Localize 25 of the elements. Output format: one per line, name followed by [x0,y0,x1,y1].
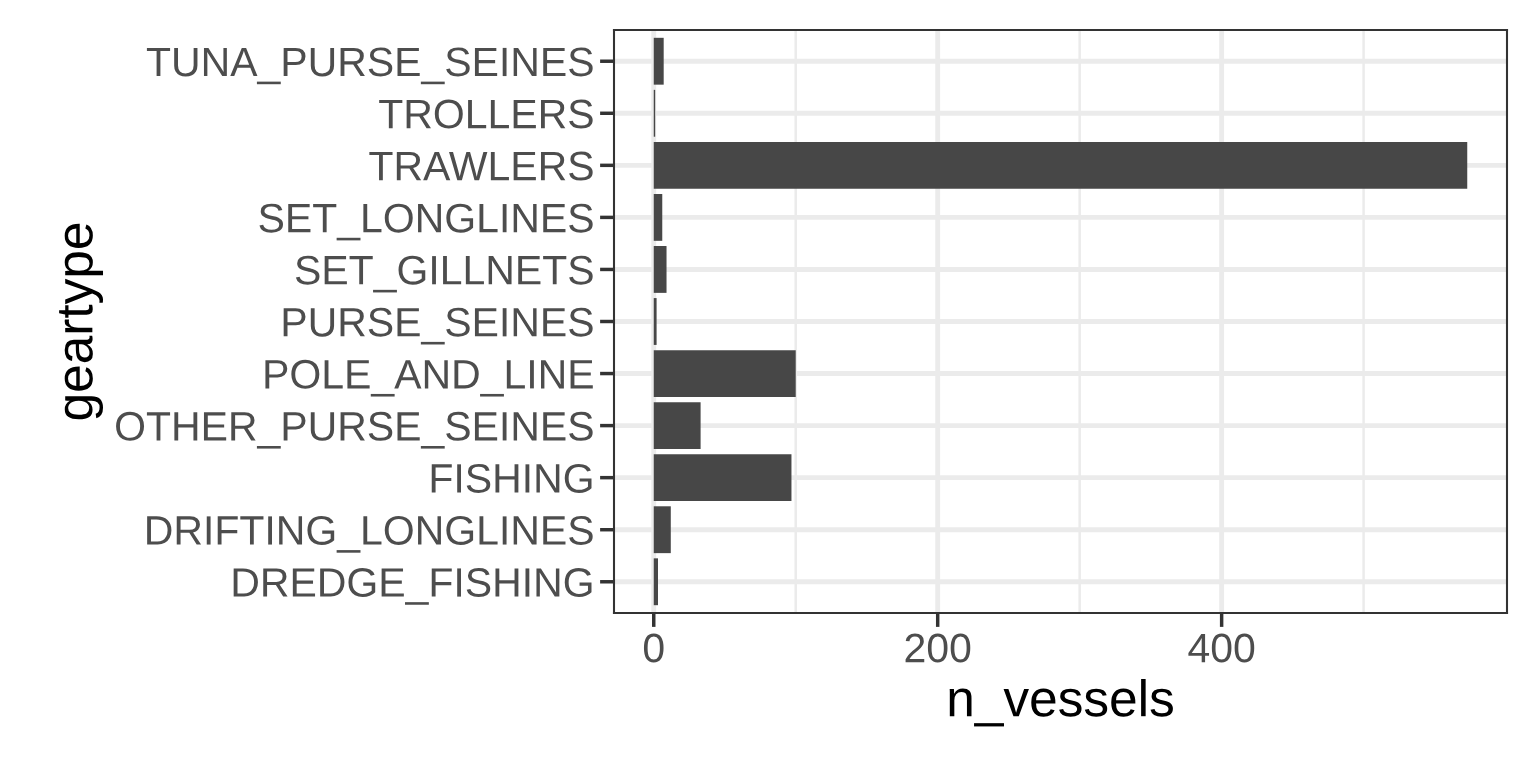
bar [653,506,671,554]
bar [653,350,796,397]
y-tick-label: DREDGE_FISHING [233,568,592,605]
y-tick-label: TUNA_PURSE_SEINES [146,47,593,85]
y-tick-label: TRAWLERS [369,151,593,181]
y-tick-label: FISHING [431,463,592,493]
bar [653,298,657,345]
y-tick-label: TROLLERS [379,99,593,129]
bar [653,402,701,450]
y-tick-label: SET_GILLNETS [295,255,593,293]
bar [653,37,664,85]
y-tick-label: POLE_AND_LINE [265,359,593,397]
bar [653,558,659,606]
x-tick-label: 200 [905,633,971,663]
x-axis-title: n_vessels [949,678,1173,727]
bar [653,246,667,293]
y-tick-label: DRIFTING_LONGLINES [147,515,593,553]
y-tick-label: OTHER_PURSE_SEINES [116,411,593,449]
y-tick-label: PURSE_SEINES [283,307,593,345]
x-tick-label: 400 [1188,633,1255,663]
x-tick-label: 0 [643,633,664,663]
bar [653,193,663,241]
y-axis-title: geartype [59,223,104,420]
bar [653,454,792,502]
y-tick-label: SET_LONGLINES [259,203,593,241]
